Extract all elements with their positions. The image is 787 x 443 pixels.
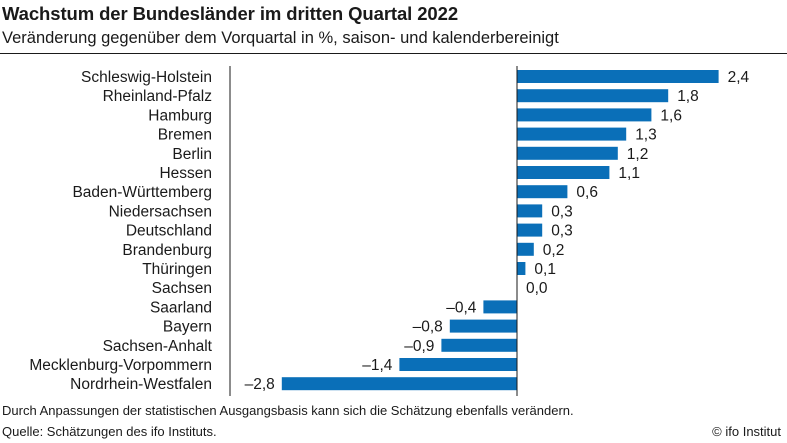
bar <box>517 146 618 160</box>
category-label: Rheinland-Pfalz <box>103 88 212 105</box>
bar <box>517 108 652 122</box>
value-label: –0,8 <box>413 319 443 336</box>
bar <box>517 89 669 103</box>
value-label: 0,3 <box>551 223 573 240</box>
category-label: Baden-Württemberg <box>72 184 212 201</box>
copyright-credit: © ifo Institut <box>712 424 781 439</box>
value-label: 0,1 <box>534 261 556 278</box>
category-label: Thüringen <box>142 261 212 278</box>
value-label: 1,6 <box>660 107 682 124</box>
bar <box>517 262 526 275</box>
value-label: 1,2 <box>627 146 649 163</box>
category-label: Niedersachsen <box>109 203 212 220</box>
bar-chart: Schleswig-Holstein 2,4 Rheinland-Pfalz 1,8 H… <box>29 66 750 396</box>
bar <box>517 166 610 179</box>
category-label: Mecklenburg-Vorpommern <box>29 357 212 374</box>
value-label: 0,3 <box>551 203 573 220</box>
value-label: 1,1 <box>618 165 640 182</box>
bar <box>517 70 719 83</box>
bar <box>399 358 517 371</box>
category-label: Sachsen <box>152 280 212 297</box>
bar <box>483 300 517 314</box>
value-label: 0,2 <box>543 242 565 259</box>
value-label: –0,9 <box>404 338 434 355</box>
bar <box>441 338 517 352</box>
category-label: Deutschland <box>126 223 212 240</box>
value-label: 1,3 <box>635 127 657 144</box>
category-label: Bayern <box>163 319 212 336</box>
bar <box>517 223 543 237</box>
category-label: Nordrhein-Westfalen <box>70 376 212 393</box>
category-label: Bremen <box>158 127 212 144</box>
source-note: Quelle: Schätzungen des ifo Instituts. <box>2 424 217 439</box>
value-label: –2,8 <box>245 376 275 393</box>
bar <box>517 204 543 218</box>
value-label: 2,4 <box>728 69 750 86</box>
value-label: 1,8 <box>677 88 699 105</box>
category-label: Schleswig-Holstein <box>81 69 212 86</box>
category-label: Sachsen-Anhalt <box>103 338 213 355</box>
category-label: Brandenburg <box>122 242 212 259</box>
category-label: Saarland <box>150 299 212 316</box>
bar <box>517 127 627 141</box>
value-label: –0,4 <box>446 299 477 316</box>
value-label: 0,6 <box>576 184 598 201</box>
chart-title: Wachstum der Bundesländer im dritten Qua… <box>2 3 459 24</box>
footnote: Durch Anpassungen der statistischen Ausg… <box>2 403 574 418</box>
bar <box>449 319 517 333</box>
value-label: –1,4 <box>362 357 393 374</box>
category-label: Hamburg <box>148 107 212 124</box>
chart-subtitle: Veränderung gegenüber dem Vorquartal in … <box>2 29 559 47</box>
header-divider <box>0 53 787 54</box>
bar <box>281 377 517 391</box>
category-label: Hessen <box>159 165 212 182</box>
category-label: Berlin <box>172 146 212 163</box>
bar <box>517 185 568 199</box>
value-label: 0,0 <box>526 280 548 297</box>
bar <box>517 242 534 256</box>
